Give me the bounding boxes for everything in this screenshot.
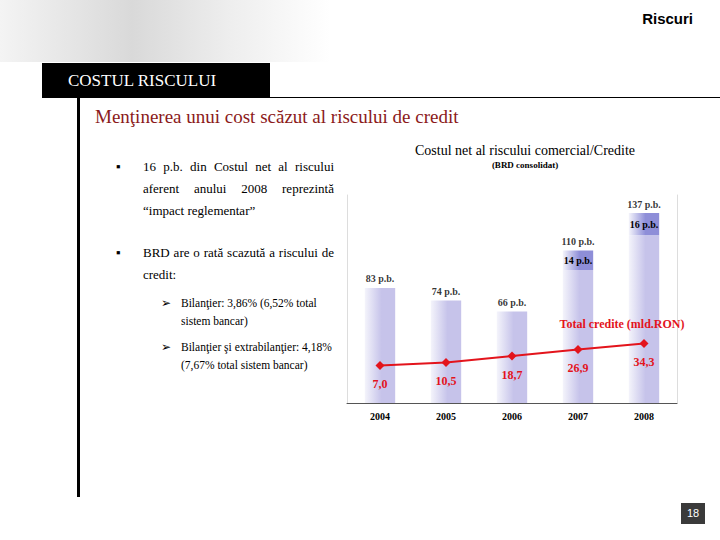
svg-text:Costul net al riscului comerci: Costul net al riscului comercial/Credite [415, 143, 635, 158]
svg-text:16 p.b.: 16 p.b. [630, 219, 659, 230]
svg-text:2005: 2005 [436, 411, 456, 422]
svg-text:Total credite (mld.RON): Total credite (mld.RON) [560, 317, 685, 331]
svg-text:10,5: 10,5 [436, 374, 457, 388]
html-text:18: 18 [686, 507, 700, 519]
html-text:COSTUL RISCULUI: COSTUL RISCULUI [68, 71, 217, 90]
svg-text:83 p.b.: 83 p.b. [366, 273, 395, 284]
html-text:16 p.b. din Costul net al risc: 16 p.b. din Costul net al riscului afere… [143, 159, 334, 218]
svg-text:14 p.b.: 14 p.b. [564, 255, 593, 266]
html-text:Menţinerea unui cost scăzut al: Menţinerea unui cost scăzut al riscului … [95, 106, 459, 127]
html-text:BRD are o rată scazută a riscu: BRD are o rată scazută a riscului de cre… [143, 245, 334, 282]
html-text:Bilanţier: 3,86% (6,52% total: Bilanţier: 3,86% (6,52% total sistem ban… [181, 297, 317, 327]
html-text:Riscuri: Riscuri [642, 10, 693, 27]
svg-text:2006: 2006 [502, 411, 522, 422]
svg-text:2008: 2008 [634, 411, 654, 422]
svg-text:137 p.b.: 137 p.b. [627, 199, 661, 210]
svg-text:18,7: 18,7 [502, 368, 523, 382]
html-text:Bilanţier şi extrabilanţier: 4: Bilanţier şi extrabilanţier: 4,18% (7,67… [181, 341, 332, 371]
svg-text:66 p.b.: 66 p.b. [498, 297, 527, 308]
svg-text:2004: 2004 [370, 411, 390, 422]
svg-text:2007: 2007 [568, 411, 588, 422]
svg-text:26,9: 26,9 [568, 361, 589, 375]
svg-text:(BRD consolidat): (BRD consolidat) [492, 160, 558, 170]
svg-text:34,3: 34,3 [634, 355, 655, 369]
svg-text:74 p.b.: 74 p.b. [432, 286, 461, 297]
svg-text:7,0: 7,0 [373, 377, 388, 391]
svg-text:110 p.b.: 110 p.b. [561, 236, 595, 247]
